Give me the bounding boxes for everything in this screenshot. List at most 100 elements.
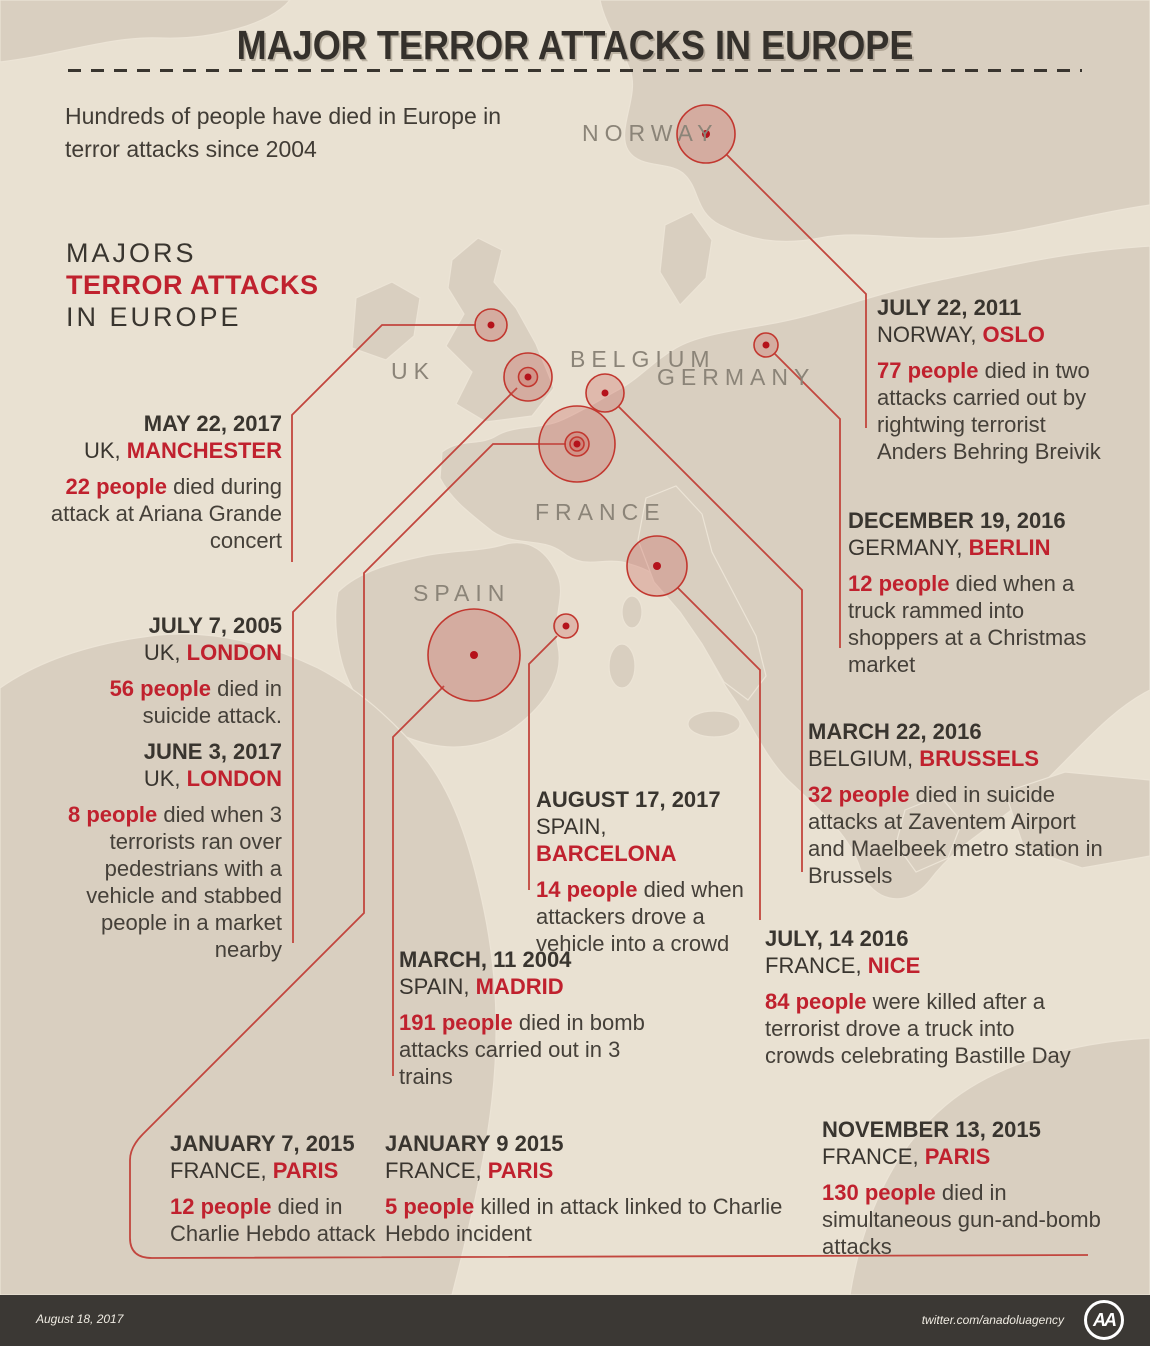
attack-toll: 191 people xyxy=(399,1010,513,1035)
attack-toll: 14 people xyxy=(536,877,638,902)
attack-desc-text: died in suicide attacks at Zaventem Airp… xyxy=(808,782,1103,888)
attack-toll: 77 people xyxy=(877,358,979,383)
attack-entry-paris-jan9: JANUARY 9 2015 FRANCE, PARIS 5 people ki… xyxy=(385,1130,830,1247)
attack-toll: 56 people xyxy=(109,676,212,701)
attack-date: MARCH 22, 2016 xyxy=(808,719,982,744)
leader-line-paris xyxy=(129,443,1089,1259)
attack-toll: 130 people xyxy=(822,1180,936,1205)
land-topleft xyxy=(0,0,291,63)
attack-date: AUGUST 17, 2017 xyxy=(536,787,721,812)
attack-description: 12 people died when a truck rammed into … xyxy=(848,570,1096,678)
attack-desc-text: killed in attack linked to Charlie Hebdo… xyxy=(385,1194,783,1246)
attack-location: NORWAY, OSLO xyxy=(877,321,1117,348)
attack-entry-brussels: MARCH 22, 2016 BELGIUM, BRUSSELS 32 peop… xyxy=(808,718,1108,889)
attack-description: 8 people died when 3 terrorists ran over… xyxy=(67,801,282,963)
attack-desc-text: died when 3 terrorists ran over pedestri… xyxy=(86,802,282,962)
attack-description: 130 people died in simultaneous gun-and-… xyxy=(822,1179,1104,1260)
attack-toll: 12 people xyxy=(848,571,950,596)
land-africa-east xyxy=(849,1037,1150,1296)
marker-berlin xyxy=(753,332,779,358)
attack-country: UK, xyxy=(143,766,187,791)
country-label-spain: SPAIN xyxy=(413,580,511,606)
attack-desc-text: died in two attacks carried out by right… xyxy=(877,358,1101,464)
attack-toll: 32 people xyxy=(808,782,910,807)
leader-line-london xyxy=(292,387,518,943)
attack-city: PARIS xyxy=(272,1158,339,1183)
attack-desc-text: were killed after a terrorist drove a tr… xyxy=(765,989,1071,1068)
attack-date: JULY 7, 2005 xyxy=(148,613,282,638)
attack-desc-text: died in bomb attacks carried out in 3 tr… xyxy=(399,1010,645,1089)
land-north-africa xyxy=(0,633,497,1296)
attack-description: 84 people were killed after a terrorist … xyxy=(765,988,1077,1069)
land-ireland xyxy=(351,281,421,361)
attack-city: BRUSSELS xyxy=(919,746,1040,771)
attack-date: NOVEMBER 13, 2015 xyxy=(822,1117,1041,1142)
attack-date: JANUARY 9 2015 xyxy=(385,1131,564,1156)
section-heading: MAJORS TERROR ATTACKS IN EUROPE xyxy=(66,237,318,333)
page-title: MAJOR TERROR ATTACKS IN EUROPE xyxy=(236,22,914,68)
attack-location: UK, MANCHESTER xyxy=(32,437,282,464)
section-heading-line2: TERROR ATTACKS xyxy=(66,270,319,300)
attack-country: NORWAY, xyxy=(877,322,983,347)
attack-description: 22 people died during attack at Ariana G… xyxy=(32,473,282,554)
attack-description: 56 people died in suicide attack. xyxy=(72,675,282,729)
leader-line-nice xyxy=(677,587,761,920)
attack-description: 12 people died in Charlie Hebdo attack xyxy=(170,1193,390,1247)
attack-city: BERLIN xyxy=(968,535,1051,560)
attack-description: 191 people died in bomb attacks carried … xyxy=(399,1009,647,1090)
attack-desc-text: died in Charlie Hebdo attack xyxy=(170,1194,376,1246)
attack-entry-manchester: MAY 22, 2017 UK, MANCHESTER 22 people di… xyxy=(32,410,282,554)
attack-date: MAY 22, 2017 xyxy=(143,411,282,436)
attack-city: MANCHESTER xyxy=(126,438,282,463)
marker-london xyxy=(503,352,553,402)
attack-location: BELGIUM, BRUSSELS xyxy=(808,745,1108,772)
leader-line-barcelona xyxy=(528,635,558,890)
attack-location: FRANCE, NICE xyxy=(765,952,1077,979)
attack-desc-text: died in simultaneous gun-and-bomb attack… xyxy=(822,1180,1101,1259)
attack-location: SPAIN, MADRID xyxy=(399,973,647,1000)
land-turkey xyxy=(1004,771,1150,869)
title-divider xyxy=(68,69,1082,72)
attack-toll: 5 people xyxy=(385,1194,475,1219)
footer-bar: August 18, 2017 twitter.com/anadoluagenc… xyxy=(0,1295,1150,1346)
attack-entry-london-2017: JUNE 3, 2017 UK, LONDON 8 people died wh… xyxy=(67,738,282,963)
attack-entry-paris-nov13: NOVEMBER 13, 2015 FRANCE, PARIS 130 peop… xyxy=(822,1116,1104,1260)
attack-location: FRANCE, PARIS xyxy=(822,1143,1104,1170)
attack-country: UK, xyxy=(143,640,187,665)
marker-manchester xyxy=(474,308,508,342)
attack-city: OSLO xyxy=(982,322,1045,347)
footer-date: August 18, 2017 xyxy=(36,1312,124,1326)
attack-location: FRANCE, PARIS xyxy=(170,1157,390,1184)
attack-city: PARIS xyxy=(487,1158,554,1183)
leader-lines xyxy=(129,154,1089,1259)
attack-date: JULY, 14 2016 xyxy=(765,926,909,951)
intro-text: Hundreds of people have died in Europe i… xyxy=(65,103,502,162)
attack-entry-paris-jan7: JANUARY 7, 2015 FRANCE, PARIS 12 people … xyxy=(170,1130,390,1247)
attack-description: 14 people died when attackers drove a ve… xyxy=(536,876,746,957)
land-denmark xyxy=(659,211,713,306)
attack-desc-text: died in suicide attack. xyxy=(142,676,282,728)
attack-country: BELGIUM, xyxy=(808,746,920,771)
country-label-norway: NORWAY xyxy=(582,120,719,146)
attack-city: NICE xyxy=(867,953,921,978)
marker-oslo xyxy=(676,104,736,164)
leader-line-oslo xyxy=(726,154,867,428)
attack-location: UK, LONDON xyxy=(67,765,282,792)
attack-date: MARCH, 11 2004 xyxy=(399,947,572,972)
attack-location: UK, LONDON xyxy=(72,639,282,666)
attack-country: UK, xyxy=(83,438,127,463)
attack-entry-berlin: DECEMBER 19, 2016 GERMANY, BERLIN 12 peo… xyxy=(848,507,1096,678)
land-corsica xyxy=(621,595,643,629)
attack-entry-barcelona: AUGUST 17, 2017 SPAIN, BARCELONA 14 peop… xyxy=(536,786,746,957)
anadolu-agency-logo-icon: AA xyxy=(1084,1300,1124,1340)
attack-description: 77 people died in two attacks carried ou… xyxy=(877,357,1117,465)
attack-entry-nice: JULY, 14 2016 FRANCE, NICE 84 people wer… xyxy=(765,925,1077,1069)
attack-country: SPAIN, xyxy=(536,814,607,839)
attack-date: JANUARY 7, 2015 xyxy=(170,1131,355,1156)
leader-line-manchester xyxy=(291,324,476,562)
country-label-france: FRANCE xyxy=(535,499,666,525)
land-greece xyxy=(895,795,963,873)
attack-country: FRANCE, xyxy=(385,1158,488,1183)
attack-description: 32 people died in suicide attacks at Zav… xyxy=(808,781,1108,889)
